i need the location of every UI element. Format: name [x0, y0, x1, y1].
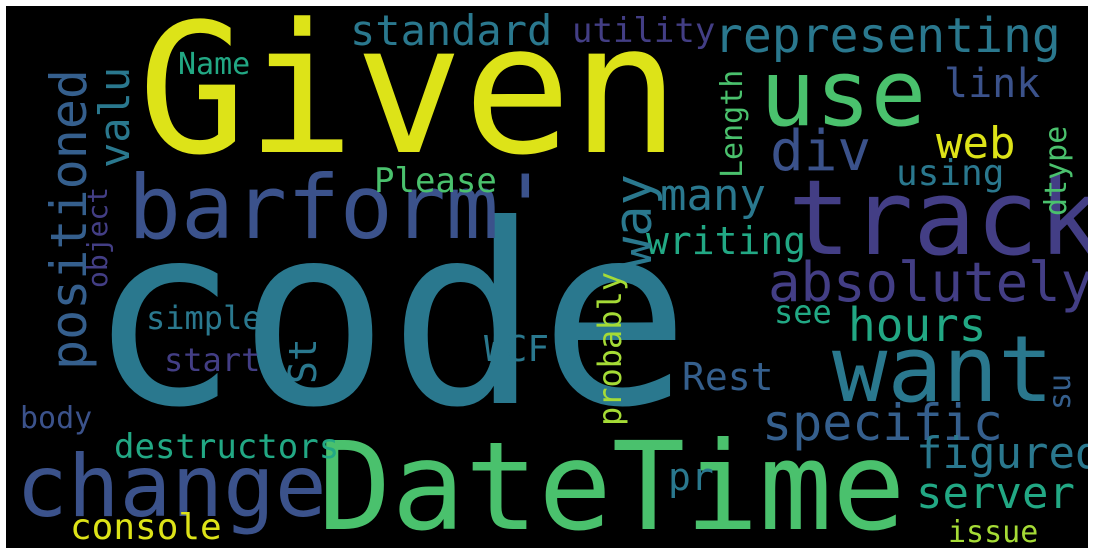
word-representing: representing — [714, 8, 1061, 64]
word-st: St — [281, 338, 325, 384]
word-absolutely: absolutely — [768, 251, 1088, 314]
word-use: use — [760, 40, 927, 147]
word-specific: specific — [762, 394, 1003, 452]
word-using: using — [896, 153, 1005, 194]
word-web: web — [936, 118, 1016, 169]
word-cloud: code Given DateTime track barform' want … — [6, 6, 1088, 548]
word-code: code — [88, 171, 691, 462]
word-rest: Rest — [682, 355, 774, 399]
word-console: console — [70, 507, 222, 548]
word-standard: standard — [350, 6, 553, 55]
word-writing: writing — [646, 219, 807, 263]
word-simple: simple — [146, 299, 262, 337]
word-valu: valu — [90, 66, 139, 168]
word-many: many — [660, 170, 766, 221]
word-su: su — [1043, 373, 1078, 410]
word-change: change — [16, 437, 327, 537]
word-start: start — [164, 341, 261, 379]
word-issue: issue — [948, 515, 1039, 548]
word-want: want — [832, 316, 1054, 423]
word-wcf: WCF — [484, 329, 550, 370]
word-destructors: destructors — [114, 427, 340, 467]
word-object: object — [81, 186, 114, 288]
word-div: div — [770, 119, 872, 184]
word-way: way — [604, 174, 664, 268]
word-figured: figured — [916, 428, 1088, 479]
word-pr: pr — [668, 455, 714, 499]
word-body: body — [20, 401, 93, 436]
word-given: Given — [138, 6, 680, 195]
word-track: track — [788, 157, 1088, 279]
word-server: server — [916, 468, 1075, 519]
word-hours: hours — [848, 298, 987, 352]
word-please: Please — [374, 161, 497, 201]
word-probably: probably — [591, 271, 629, 426]
word-link: link — [944, 61, 1041, 107]
word-length: Length — [715, 69, 750, 178]
word-dtype: dtype — [1039, 125, 1074, 216]
word-datetime: DateTime — [318, 416, 906, 548]
word-barform: barform' — [128, 156, 552, 259]
word-see: see — [774, 293, 832, 331]
word-name: Name — [178, 47, 251, 82]
word-utility: utility — [572, 11, 716, 51]
